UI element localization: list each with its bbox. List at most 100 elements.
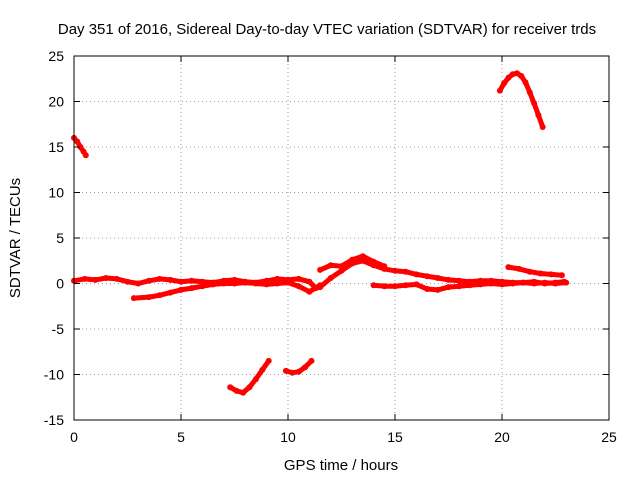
data-point <box>252 280 259 287</box>
data-point <box>145 277 152 284</box>
data-point <box>74 138 81 145</box>
data-point <box>445 276 452 283</box>
data-point <box>327 262 334 269</box>
y-tick-label: 25 <box>48 48 64 64</box>
data-point <box>563 279 570 286</box>
x-tick-label: 5 <box>177 429 185 445</box>
data-point <box>265 357 272 364</box>
data-point <box>242 279 249 286</box>
data-point <box>306 288 313 295</box>
chart-title: Day 351 of 2016, Sidereal Day-to-day VTE… <box>58 21 596 38</box>
data-point <box>349 256 356 263</box>
data-point <box>516 265 523 272</box>
data-point <box>514 70 520 77</box>
data-point <box>135 280 142 287</box>
data-series <box>71 70 570 396</box>
data-point <box>338 263 345 270</box>
data-point <box>124 278 131 285</box>
data-point <box>227 384 234 391</box>
data-point <box>282 367 289 374</box>
data-point <box>199 278 206 285</box>
data-point <box>295 283 302 290</box>
data-point <box>501 80 508 87</box>
grid <box>74 56 609 420</box>
data-point <box>434 275 441 281</box>
data-point <box>308 357 315 364</box>
data-point <box>392 283 398 290</box>
data-point <box>499 281 505 288</box>
x-tick-label: 10 <box>280 429 296 445</box>
data-point <box>252 376 259 383</box>
data-point <box>392 267 398 274</box>
data-point <box>488 280 495 287</box>
y-tick-label: -10 <box>44 367 64 383</box>
data-point <box>456 283 463 290</box>
x-tick-label: 20 <box>494 429 510 445</box>
data-point <box>113 275 120 282</box>
data-point <box>526 268 533 275</box>
data-point <box>370 282 377 289</box>
data-point <box>381 283 388 290</box>
data-point <box>413 271 420 278</box>
data-point <box>531 280 538 287</box>
data-point <box>402 268 409 275</box>
data-point <box>522 79 529 86</box>
data-point <box>518 73 525 79</box>
y-tick-label: -15 <box>44 412 64 428</box>
data-point <box>220 280 227 287</box>
y-axis-label: SDTVAR / TECUs <box>7 178 24 298</box>
data-point <box>302 364 309 371</box>
data-point <box>552 280 559 287</box>
data-point <box>496 87 503 94</box>
data-point <box>246 384 253 391</box>
data-point <box>306 278 313 285</box>
data-point <box>317 282 324 289</box>
data-point <box>424 286 431 292</box>
data-point <box>338 267 345 274</box>
data-point <box>466 282 473 289</box>
data-point <box>327 275 334 281</box>
x-tick-label: 25 <box>601 429 617 445</box>
data-point <box>424 273 431 280</box>
data-point <box>381 263 388 270</box>
data-point <box>526 89 533 96</box>
data-point <box>156 275 163 282</box>
data-point <box>145 294 152 301</box>
data-point <box>82 152 89 159</box>
data-point <box>231 280 238 287</box>
y-tick-label: 10 <box>48 185 64 201</box>
data-point <box>520 279 527 286</box>
data-point <box>539 124 546 130</box>
data-point <box>188 285 195 292</box>
data-point <box>167 276 174 283</box>
data-point <box>295 368 302 375</box>
data-point <box>359 253 366 260</box>
data-point <box>531 100 538 107</box>
data-point <box>81 275 88 282</box>
data-point <box>509 280 516 287</box>
data-point <box>130 295 137 302</box>
data-point <box>413 281 420 288</box>
data-point <box>548 271 555 278</box>
data-point <box>210 281 217 288</box>
axis-ticks: 0 5 10 15 20 25 -15 -10 -5 0 5 10 15 20 25 <box>44 48 617 445</box>
data-point <box>92 276 99 283</box>
data-point <box>103 275 110 281</box>
data-point <box>289 369 296 376</box>
y-tick-label: 5 <box>56 230 64 246</box>
y-tick-label: 0 <box>56 276 64 292</box>
data-point <box>295 275 302 282</box>
data-point <box>505 74 512 81</box>
data-point <box>445 284 452 291</box>
y-tick-label: 20 <box>48 94 64 110</box>
x-tick-label: 0 <box>70 429 78 445</box>
y-tick-label: -5 <box>52 321 65 337</box>
data-point <box>156 292 163 299</box>
data-point <box>434 286 441 293</box>
data-point <box>537 270 544 277</box>
data-point <box>541 279 548 286</box>
data-point <box>188 277 195 284</box>
data-point <box>274 275 281 282</box>
data-point <box>199 283 206 290</box>
x-tick-label: 15 <box>387 429 403 445</box>
